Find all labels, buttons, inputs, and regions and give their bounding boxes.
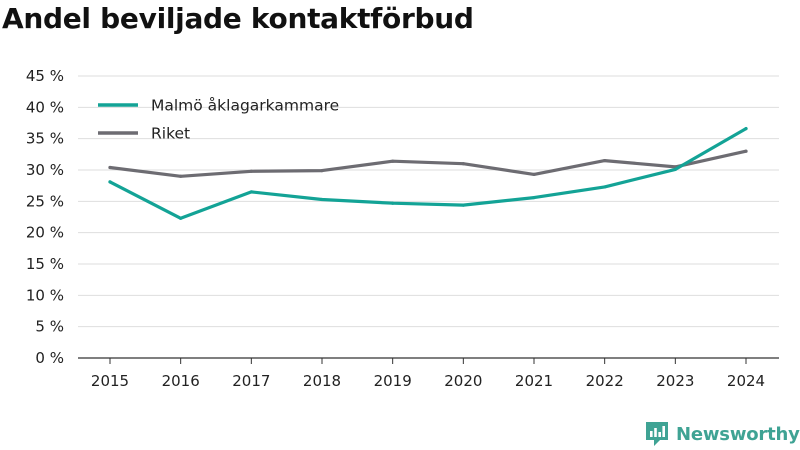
series-line-0 (108, 127, 748, 220)
data-point (249, 190, 253, 194)
data-point (461, 203, 465, 207)
data-point (320, 197, 324, 202)
series-lines (108, 127, 748, 220)
data-point (249, 169, 253, 173)
y-tick-label: 35 % (26, 130, 64, 148)
x-tick-label: 2018 (303, 372, 341, 390)
data-point (461, 162, 465, 166)
y-tick-label: 30 % (26, 161, 64, 179)
y-tick-label: 25 % (26, 192, 64, 210)
x-tick-label: 2022 (586, 372, 624, 390)
data-point (532, 195, 536, 200)
y-axis-ticks: 0 % 5 % 10 % 15 % 20 % 25 % 30 % 35 % 40 % 45 % (26, 67, 64, 367)
data-point (391, 159, 395, 163)
x-tick-label: 2024 (727, 372, 765, 390)
series-line-1 (108, 149, 748, 178)
data-point (108, 180, 112, 184)
legend: Malmö åklagarkammare Riket (98, 97, 339, 143)
y-tick-label: 10 % (26, 286, 64, 304)
newsworthy-logo-icon (646, 422, 668, 446)
y-tick-label: 5 % (35, 318, 64, 336)
data-point (744, 149, 748, 153)
data-point (744, 127, 748, 131)
newsworthy-brand: Newsworthy (644, 420, 800, 448)
data-point (603, 159, 607, 163)
x-tick-label: 2017 (232, 372, 270, 390)
legend-label-1: Riket (151, 125, 190, 143)
data-point (179, 216, 183, 220)
data-point (179, 174, 183, 178)
x-tick-label: 2019 (374, 372, 412, 390)
brand-name: Newsworthy (676, 423, 800, 445)
data-point (603, 185, 607, 189)
y-tick-label: 0 % (35, 349, 64, 367)
x-tick-label: 2016 (162, 372, 200, 390)
x-axis-ticks: 2015 2016 2017 2018 2019 2020 2021 2022 2023 2024 (91, 358, 765, 390)
x-tick-label: 2015 (91, 372, 129, 390)
data-point (108, 165, 112, 170)
data-point (532, 172, 536, 176)
chart-title: Andel beviljade kontaktförbud (2, 2, 474, 35)
data-point (320, 169, 324, 173)
x-tick-label: 2020 (444, 372, 482, 390)
data-point (673, 167, 677, 171)
y-tick-label: 15 % (26, 255, 64, 273)
gridlines (78, 75, 779, 359)
data-point (391, 201, 395, 205)
y-tick-label: 20 % (26, 224, 64, 242)
x-tick-label: 2023 (656, 372, 694, 390)
y-tick-label: 40 % (26, 98, 64, 116)
y-tick-label: 45 % (26, 67, 64, 85)
legend-label-0: Malmö åklagarkammare (151, 97, 339, 115)
x-tick-label: 2021 (515, 372, 553, 390)
